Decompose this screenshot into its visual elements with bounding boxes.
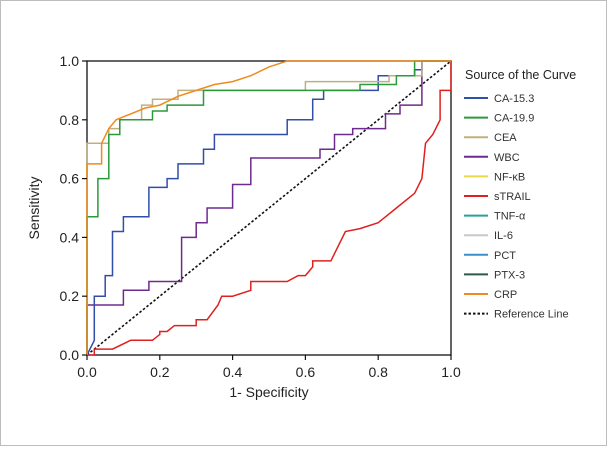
legend-label-wbc: WBC (494, 152, 520, 164)
series-line-reference-line (86, 60, 452, 356)
legend-label-ca-15-3: CA-15.3 (494, 93, 534, 105)
series-line-ca-19-9 (86, 60, 451, 355)
legend-label-tnf: TNF-α (494, 211, 526, 223)
series-line-strail (87, 61, 452, 356)
x-tick-label: 0.4 (223, 364, 243, 380)
legend-label-pct: PCT (494, 250, 516, 262)
y-axis-title: Sensitivity (26, 176, 42, 239)
legend-label-ca-19-9: CA-19.9 (494, 113, 534, 125)
x-tick-label: 0.2 (150, 364, 170, 380)
legend-label-cea: CEA (494, 132, 517, 144)
y-tick-label: 1.0 (60, 53, 80, 69)
legend-label-crp: CRP (494, 289, 517, 301)
legend-label-ptx-3: PTX-3 (494, 269, 525, 281)
x-axis-title: 1- Specificity (229, 384, 308, 400)
y-tick-label: 0.2 (60, 288, 80, 304)
x-tick-label: 0.8 (368, 364, 388, 380)
legend-label-reference-line: Reference Line (494, 309, 569, 321)
series-line-ca-15-3 (86, 60, 451, 356)
legend-label-strail: sTRAIL (494, 191, 531, 203)
y-tick-label: 0.0 (60, 347, 80, 363)
y-tick-label: 0.4 (60, 229, 80, 245)
y-axis-ticks: 0.0 0.2 0.4 0.6 0.8 1.0 (60, 53, 87, 363)
series-line-wbc (86, 60, 451, 355)
legend-title: Source of the Curve (465, 68, 576, 82)
x-tick-label: 0.6 (296, 364, 316, 380)
legend-label-nf-b: NF-κB (494, 171, 525, 183)
y-tick-label: 0.6 (60, 171, 80, 187)
y-tick-label: 0.8 (60, 112, 80, 128)
legend-label-il-6: IL-6 (494, 230, 513, 242)
x-tick-label: 1.0 (441, 364, 461, 380)
legend: Source of the Curve CA-15.3 CA-19.9 CEA WBC… (464, 68, 576, 321)
series-layer (86, 60, 452, 356)
x-axis-ticks: 0.0 0.2 0.4 0.6 0.8 1.0 (77, 355, 461, 380)
x-tick-label: 0.0 (77, 364, 97, 380)
series-line-crp (86, 60, 451, 355)
